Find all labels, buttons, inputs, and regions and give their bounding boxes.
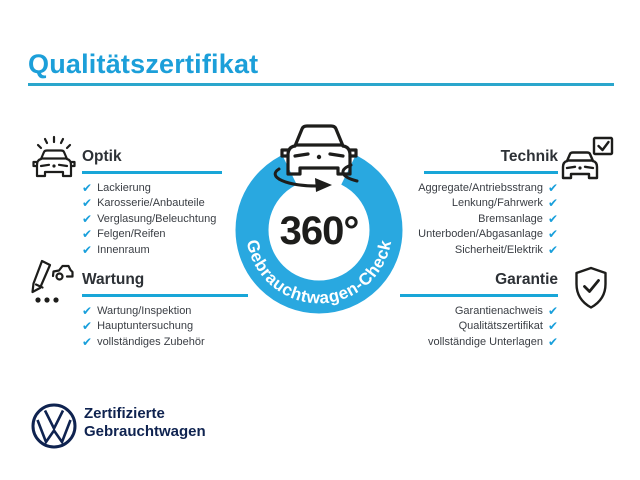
list-item-label: Sicherheit/Elektrik (454, 243, 543, 256)
section-technik: Technik Aggregate/Antriebsstrang ✔ Lenkun… (348, 149, 558, 258)
section-title-wartung: Wartung (82, 271, 145, 288)
list-item: ✔ Wartung/Inspektion (82, 303, 292, 319)
check-icon: ✔ (82, 227, 93, 242)
checklist-pencil-car-icon (31, 259, 74, 303)
list-item: vollständige Unterlagen ✔ (348, 334, 558, 350)
badge-notch (269, 128, 369, 230)
car-rotation-icon (273, 124, 359, 192)
list-item-label: Hauptuntersuchung (97, 320, 194, 333)
check-icon: ✔ (547, 196, 558, 211)
check-icon: ✔ (82, 242, 93, 257)
footer-brand-text: Zertifizierte Gebrauchtwagen (84, 405, 206, 440)
list-item-label: Unterboden/Abgasanlage (418, 228, 543, 241)
list-item: Garantienachweis ✔ (348, 303, 558, 319)
page-title: Qualitätszertifikat (28, 49, 259, 80)
list-item: ✔ Innenraum (82, 242, 292, 258)
360-badge: 360° Gebrauchtwagen-Check (235, 124, 403, 314)
list-item-label: Verglasung/Beleuchtung (97, 212, 217, 225)
section-title-optik: Optik (82, 148, 122, 165)
list-item-label: vollständiges Zubehör (97, 335, 205, 348)
check-icon: ✔ (82, 303, 93, 318)
check-icon: ✔ (82, 196, 93, 211)
section-garantie: Garantie Garantienachweis ✔ Qualitätszert… (348, 272, 558, 350)
list-item-label: Garantienachweis (454, 304, 543, 317)
section-title-technik: Technik (500, 148, 558, 165)
section-optik: Optik ✔ Lackierung ✔ Karosserie/Anbauteile… (82, 149, 292, 258)
footer-line1: Zertifizierte (84, 405, 165, 422)
list-item: ✔ Lackierung (82, 180, 292, 196)
degrees-label: 360° (280, 209, 359, 253)
title-rule (28, 83, 614, 86)
check-icon: ✔ (82, 319, 93, 334)
checklist-optik: ✔ Lackierung ✔ Karosserie/Anbauteile ✔ Verg… (82, 180, 292, 258)
check-icon: ✔ (547, 180, 558, 195)
section-title-garantie: Garantie (495, 271, 558, 288)
list-item: Sicherheit/Elektrik ✔ (348, 242, 558, 258)
list-item: ✔ vollständiges Zubehör (82, 334, 292, 350)
footer-line2: Gebrauchtwagen (84, 422, 206, 440)
section-underline (82, 171, 222, 174)
shield-check-icon (575, 266, 607, 309)
section-underline (82, 294, 248, 297)
checklist-technik: Aggregate/Antriebsstrang ✔ Lenkung/Fahrwe… (348, 180, 558, 258)
list-item-label: Innenraum (97, 243, 150, 256)
checklist-wartung: ✔ Wartung/Inspektion ✔ Hauptuntersuchung ✔… (82, 303, 292, 350)
check-icon: ✔ (82, 180, 93, 195)
list-item-label: vollständige Unterlagen (427, 335, 543, 348)
list-item: ✔ Hauptuntersuchung (82, 319, 292, 335)
list-item: Bremsanlage ✔ (348, 211, 558, 227)
list-item-label: Wartung/Inspektion (97, 304, 192, 317)
list-item: ✔ Felgen/Reifen (82, 227, 292, 243)
list-item: ✔ Karosserie/Anbauteile (82, 196, 292, 212)
check-icon: ✔ (82, 334, 93, 349)
check-icon: ✔ (547, 211, 558, 226)
check-icon: ✔ (547, 303, 558, 318)
check-icon: ✔ (547, 227, 558, 242)
list-item-label: Lenkung/Fahrwerk (451, 197, 543, 210)
check-icon: ✔ (547, 242, 558, 257)
list-item: Unterboden/Abgasanlage ✔ (348, 227, 558, 243)
car-shine-icon (32, 135, 76, 178)
list-item-label: Aggregate/Antriebsstrang (418, 181, 543, 194)
section-wartung: Wartung ✔ Wartung/Inspektion ✔ Hauptunters… (82, 272, 292, 350)
checklist-garantie: Garantienachweis ✔ Qualitätszertifikat ✔ v… (348, 303, 558, 350)
list-item: Aggregate/Antriebsstrang ✔ (348, 180, 558, 196)
check-icon: ✔ (82, 211, 93, 226)
list-item: Lenkung/Fahrwerk ✔ (348, 196, 558, 212)
list-item: ✔ Verglasung/Beleuchtung (82, 211, 292, 227)
check-icon: ✔ (547, 319, 558, 334)
list-item-label: Karosserie/Anbauteile (97, 197, 205, 210)
list-item: Qualitätszertifikat ✔ (348, 319, 558, 335)
section-underline (400, 294, 558, 297)
section-underline (424, 171, 558, 174)
list-item-label: Lackierung (97, 181, 151, 194)
list-item-label: Qualitätszertifikat (458, 320, 543, 333)
list-item-label: Bremsanlage (478, 212, 543, 225)
list-item-label: Felgen/Reifen (97, 228, 166, 241)
car-checkbox-icon (561, 136, 614, 180)
vw-logo-icon (31, 403, 77, 449)
check-icon: ✔ (547, 334, 558, 349)
